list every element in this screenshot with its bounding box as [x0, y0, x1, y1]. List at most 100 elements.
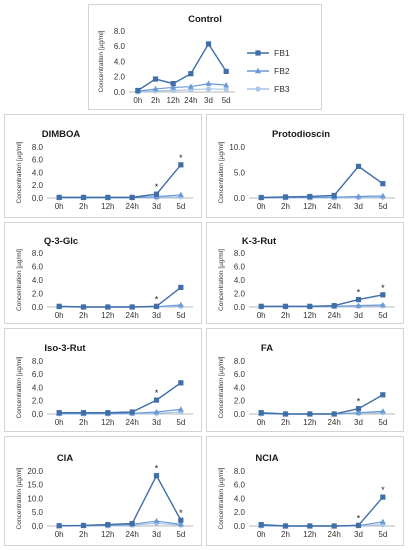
fa-chart-title: FA — [261, 343, 273, 354]
iso-3-rut-series-2-point — [177, 406, 184, 412]
fa-y-tick-label: 2.0 — [234, 397, 246, 406]
control-x-tick-label: 5d — [222, 96, 231, 105]
iso-3-rut-series-1-line — [59, 382, 182, 414]
iso-3-rut-y-tick-label: 0.0 — [32, 410, 44, 419]
fa-series-2-point — [379, 408, 386, 414]
dimboa-series-2 — [56, 191, 184, 200]
control-series-1-point — [188, 71, 194, 77]
iso-3-rut-series-2-point — [153, 408, 160, 415]
fa-series-2 — [258, 408, 386, 417]
cla-y-axis-label: Concentration [µg/ml] — [16, 467, 23, 529]
q-3-glc-y-tick-label: 0.0 — [32, 303, 44, 312]
protodioscin-series-1-point — [307, 193, 313, 200]
dimboa-series-1-line — [59, 164, 182, 199]
control-series-2-point — [170, 84, 177, 90]
dimboa-x-tick-label: 0h — [55, 202, 64, 211]
cla-x-tick-label: 0h — [55, 530, 64, 539]
fa-series-1-line — [261, 394, 384, 415]
control-series-1-point — [223, 68, 229, 75]
fa-significance-star: * — [357, 397, 361, 407]
cla-y-tick-label: 20.0 — [27, 467, 43, 476]
q-3-glc-series-1-point — [178, 284, 184, 291]
q-3-glc-series-1-point — [153, 303, 160, 309]
k-3-rut-series-1-point — [331, 303, 337, 309]
ncla-chart-title: NClA — [255, 453, 278, 464]
control-series-1-point — [205, 41, 212, 47]
fa-series-1-point — [282, 411, 289, 417]
q-3-glc-x-tick-label: 2h — [79, 311, 88, 320]
protodioscin-series-1-point — [258, 194, 264, 201]
ncla-series-1-point — [380, 494, 386, 500]
k-3-rut-series-2-point — [379, 301, 386, 308]
ncla-y-tick-label: 2.0 — [234, 508, 246, 517]
q-3-glc-series-2 — [56, 301, 184, 310]
q-3-glc-series-1-point — [56, 303, 62, 309]
control-series-2-point — [187, 83, 194, 89]
k-3-rut-series-1-point — [355, 296, 362, 303]
fa-series-1-point — [331, 411, 337, 417]
control-x-tick-label: 3d — [204, 96, 213, 105]
q-3-glc-x-tick-label: 5d — [176, 311, 185, 320]
ncla-series-1-point — [307, 523, 313, 529]
dimboa-series-1-point — [129, 194, 135, 200]
legend-item-fb3: FB3 — [247, 84, 290, 94]
legend-label-fb3: FB3 — [274, 84, 290, 94]
ncla-x-tick-label: 2h — [281, 530, 290, 539]
q-3-glc-series-1 — [56, 284, 184, 310]
chart-panel-fa: FA 0.0 2.0 4.0 6.0 8.0 Concentration [µg/ml] 0h… — [206, 328, 404, 432]
protodioscin-y-tick-label: 10.0 — [229, 143, 245, 152]
protodioscin-series-1-line — [261, 165, 384, 199]
dimboa-y-tick-label: 8.0 — [32, 143, 44, 152]
k-3-rut-series-1-point — [258, 303, 264, 309]
fa-x-tick-label: 24h — [327, 418, 340, 427]
fa-series-2-point — [355, 409, 362, 415]
chart-svg-ncla: NClA 0.0 2.0 4.0 6.0 8.0 Concentration [µg/ml]… — [218, 453, 395, 539]
control-series-2-point — [223, 81, 230, 88]
dimboa-series-1-point — [178, 162, 184, 168]
ncla-x-tick-label: 5d — [378, 530, 387, 539]
fa-series-1 — [258, 392, 386, 417]
control-x-tick-label: 2h — [151, 96, 160, 105]
ncla-x-tick-label: 0h — [257, 530, 266, 539]
ncla-series-1-point — [258, 522, 264, 528]
chart-svg-cla: ClA 0.0 5.0 10.0 15.0 20.0 Concentration [µg/m… — [16, 453, 193, 539]
k-3-rut-series-1-line — [261, 294, 383, 308]
cla-series-1-point — [80, 522, 87, 529]
iso-3-rut-x-tick-label: 3d — [152, 418, 161, 427]
q-3-glc-chart-title: Q-3-Glc — [44, 236, 78, 247]
legend-marker-fb1 — [255, 50, 261, 56]
iso-3-rut-significance-star: * — [155, 388, 159, 398]
dimboa-x-tick-label: 3d — [152, 202, 161, 211]
ncla-series-1-point — [355, 522, 362, 528]
legend-label-fb1: FB1 — [274, 48, 290, 58]
cla-series-1-line — [59, 474, 182, 527]
q-3-glc-x-tick-label: 24h — [125, 311, 138, 320]
q-3-glc-y-tick-label: 8.0 — [32, 249, 44, 258]
ncla-series-1-line — [261, 496, 384, 527]
iso-3-rut-y-tick-label: 4.0 — [32, 383, 44, 392]
protodioscin-y-tick-label: 0.0 — [234, 194, 246, 203]
dimboa-chart-title: DIMBOA — [42, 129, 81, 140]
control-series-2-point — [205, 80, 212, 86]
ncla-series-2-point — [379, 518, 386, 525]
ncla-y-axis-label: Concentration [µg/ml] — [218, 467, 225, 529]
protodioscin-series-2-point — [355, 193, 362, 199]
q-3-glc-significance-star: * — [155, 294, 159, 304]
k-3-rut-significance-star: * — [357, 288, 361, 298]
q-3-glc-x-tick-label: 3d — [152, 311, 161, 320]
k-3-rut-y-axis-label: Concentration [µg/ml] — [218, 249, 225, 311]
dimboa-x-tick-label: 2h — [79, 202, 88, 211]
k-3-rut-series-1-point — [380, 292, 386, 298]
q-3-glc-series-1-point — [129, 304, 135, 310]
k-3-rut-x-tick-label: 12h — [303, 311, 316, 320]
q-3-glc-y-axis-label: Concentration [µg/ml] — [16, 249, 23, 311]
cla-x-tick-label: 24h — [125, 530, 138, 539]
control-chart-title: Control — [188, 14, 222, 25]
protodioscin-x-tick-label: 3d — [354, 202, 363, 211]
protodioscin-y-tick-label: 5.0 — [234, 168, 246, 177]
control-y-tick-label: 8.0 — [114, 27, 126, 36]
iso-3-rut-x-tick-label: 0h — [55, 418, 64, 427]
k-3-rut-x-tick-label: 5d — [378, 311, 387, 320]
k-3-rut-series-1-point — [282, 303, 289, 309]
protodioscin-chart-title: Protodioscin — [272, 129, 330, 140]
